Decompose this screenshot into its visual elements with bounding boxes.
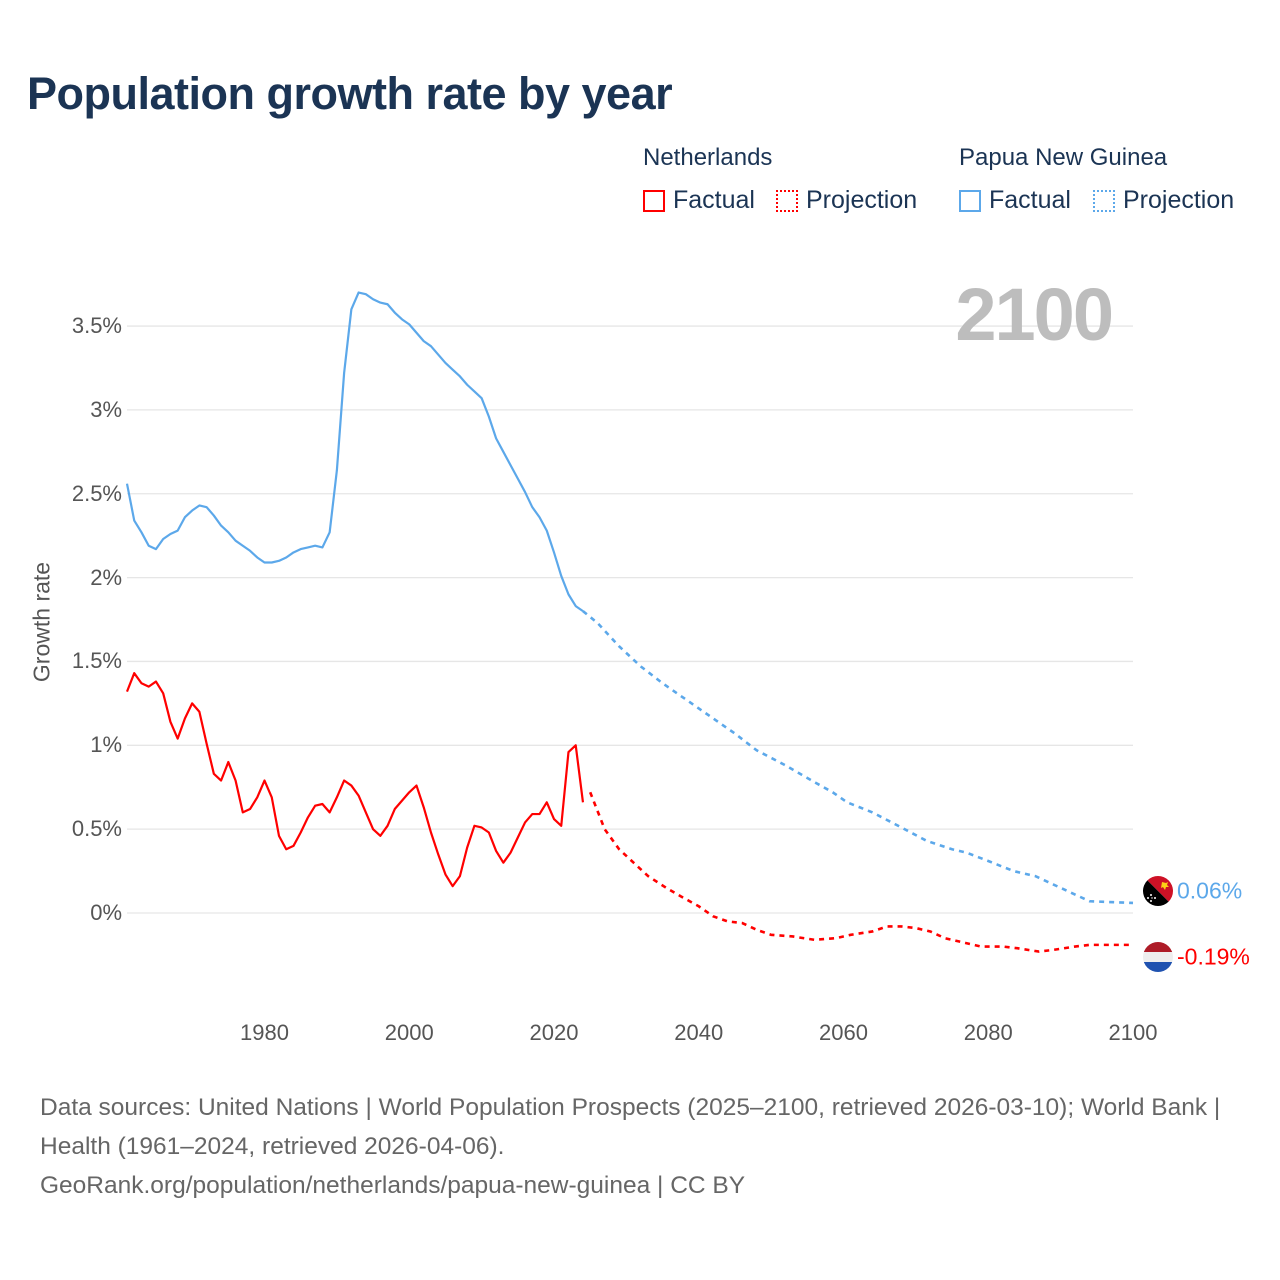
legend-label: Projection xyxy=(1123,186,1235,214)
x-tick-label: 2020 xyxy=(529,1020,579,1045)
legend-swatch-solid xyxy=(643,189,665,212)
x-tick-label: 2100 xyxy=(1108,1020,1158,1045)
legend-swatch-solid xyxy=(959,189,981,212)
footer: Data sources: United Nations | World Pop… xyxy=(40,1088,1240,1205)
legend-netherlands-factual[interactable]: Factual xyxy=(643,186,755,215)
papua-new-guinea-end-value: 0.06% xyxy=(1177,877,1243,904)
x-tick-label: 1980 xyxy=(240,1020,289,1045)
y-tick-label: 0% xyxy=(90,900,122,925)
netherlands-factual-line xyxy=(125,672,585,888)
y-tick-label: 0.5% xyxy=(71,816,122,842)
y-tick-label: 1.5% xyxy=(71,648,122,674)
legend-png-factual[interactable]: Factual xyxy=(959,186,1071,215)
papua-new-guinea-factual-line xyxy=(125,291,584,613)
legend-country-netherlands: Netherlands xyxy=(643,144,773,171)
source-link[interactable]: GeoRank.org/population/netherlands/papua… xyxy=(40,1172,746,1199)
legend-swatch-dotted xyxy=(1093,189,1115,212)
legend-label: Factual xyxy=(673,186,755,214)
legend-swatch-dotted xyxy=(776,189,798,212)
y-axis-label: Growth rate xyxy=(28,561,55,683)
legend-netherlands-projection[interactable]: Projection xyxy=(776,186,917,215)
x-tick-label: 2040 xyxy=(674,1020,724,1045)
netherlands-projection-line xyxy=(588,791,1133,953)
x-tick-label: 2080 xyxy=(963,1020,1013,1045)
papua-new-guinea-projection-line xyxy=(582,610,1134,905)
current-year-label: 2100 xyxy=(955,273,1114,356)
y-tick-label: 2.5% xyxy=(71,480,122,506)
legend-label: Factual xyxy=(989,186,1071,214)
netherlands-flag-icon xyxy=(1143,941,1173,972)
papua-new-guinea-flag-icon xyxy=(1143,875,1173,906)
y-tick-label: 1% xyxy=(90,732,122,758)
y-tick-label: 3% xyxy=(90,396,122,422)
y-tick-label: 2% xyxy=(90,564,122,590)
legend-country-png: Papua New Guinea xyxy=(959,144,1168,171)
page-title: Population growth rate by year xyxy=(27,68,673,119)
legend-png-projection[interactable]: Projection xyxy=(1093,186,1234,215)
legend-label: Projection xyxy=(806,186,918,214)
x-tick-label: 2000 xyxy=(384,1020,434,1045)
x-tick-label: 2060 xyxy=(819,1020,868,1045)
netherlands-end-value: -0.19% xyxy=(1177,943,1250,970)
y-tick-label: 3.5% xyxy=(71,313,122,339)
data-sources: Data sources: United Nations | World Pop… xyxy=(40,1094,1221,1160)
